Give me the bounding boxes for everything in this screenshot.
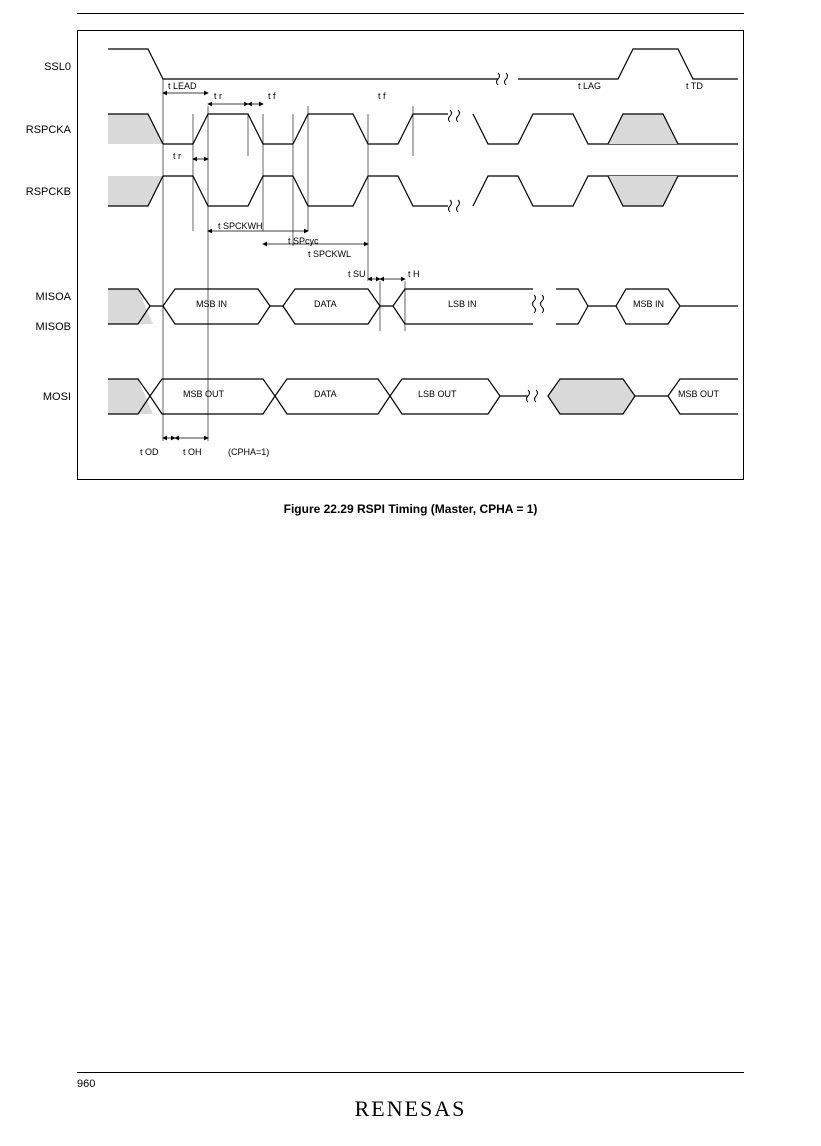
lbl-th: t H: [408, 269, 420, 279]
lbl-tlag: t LAG: [578, 81, 601, 91]
lbl-tlead: t LEAD: [168, 81, 197, 91]
lbl-lsbin: LSB IN: [448, 299, 477, 309]
lbl-data2: DATA: [314, 389, 337, 399]
lbl-tf2: t f: [378, 91, 386, 101]
lbl-tsu: t SU: [348, 269, 366, 279]
lbl-msbout: MSB OUT: [183, 389, 224, 399]
label-rspcka: RSPCKA: [16, 124, 71, 136]
lbl-toh: t OH: [183, 447, 202, 457]
lbl-data1: DATA: [314, 299, 337, 309]
lbl-msbin2: MSB IN: [633, 299, 664, 309]
lbl-tr2: t r: [173, 151, 181, 161]
label-mosi: MOSI: [26, 391, 71, 403]
label-misoa: MISOA: [16, 291, 71, 303]
lbl-tod: t OD: [140, 447, 159, 457]
timing-diagram-svg: [78, 31, 745, 481]
lbl-msbin: MSB IN: [196, 299, 227, 309]
page-number: 960: [77, 1078, 95, 1090]
lbl-cpha: (CPHA=1): [228, 447, 269, 457]
rspckb-wave: [108, 176, 738, 212]
lbl-msbout2: MSB OUT: [678, 389, 719, 399]
figure-caption: Figure 22.29 RSPI Timing (Master, CPHA =…: [0, 502, 821, 516]
label-misob: MISOB: [16, 321, 71, 333]
lbl-lsbout: LSB OUT: [418, 389, 457, 399]
lbl-ttd: t TD: [686, 81, 703, 91]
lbl-tspcyc: t SPcyc: [288, 236, 319, 246]
dimension-arrows: [163, 93, 405, 438]
lbl-tf: t f: [268, 91, 276, 101]
footer-rule: [77, 1072, 744, 1073]
renesas-logo: RENESAS: [0, 1096, 821, 1122]
rspcka-wave: [108, 110, 738, 144]
label-rspckb: RSPCKB: [16, 186, 71, 198]
lbl-tr: t r: [214, 91, 222, 101]
timing-diagram-frame: SSL0 RSPCKA RSPCKB MISOA MISOB MOSI: [77, 30, 744, 480]
header-rule: [77, 13, 744, 14]
guide-lines: [163, 79, 413, 441]
lbl-tspckwl: t SPCKWL: [308, 249, 351, 259]
label-ssl0: SSL0: [26, 61, 71, 73]
ssl0-wave: [108, 49, 738, 85]
lbl-tspckwh: t SPCKWH: [218, 221, 263, 231]
